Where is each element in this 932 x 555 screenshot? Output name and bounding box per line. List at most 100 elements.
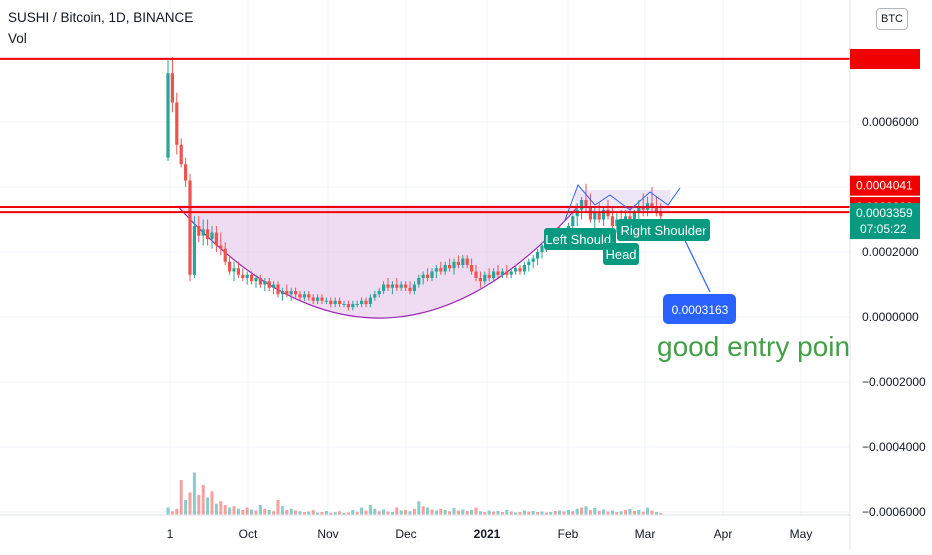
volume-bar (210, 491, 214, 515)
candle-body (500, 271, 504, 275)
candle-body (404, 284, 408, 288)
x-tick-label: Nov (317, 527, 338, 541)
volume-bar (549, 512, 553, 515)
annotation-text: good entry poin (657, 331, 850, 362)
candle-body (324, 300, 328, 302)
candle-body (263, 281, 267, 285)
candle-body (448, 265, 452, 269)
candle-body (206, 229, 210, 239)
candle-body (637, 206, 641, 213)
candle-body (456, 261, 460, 265)
volume-bar (346, 512, 350, 515)
candle-body (329, 300, 333, 304)
candle-body (294, 291, 298, 295)
candle-body (342, 304, 346, 305)
volume-bar (426, 507, 430, 515)
volume-bars (166, 472, 663, 515)
volume-bar (355, 511, 359, 515)
candle-body (166, 73, 170, 158)
volume-bar (236, 508, 240, 515)
pattern-outline (564, 184, 681, 221)
volume-bar (580, 507, 584, 515)
candle-body (615, 219, 619, 226)
left-shoulder-label-bg (544, 228, 616, 250)
horizontal-lines (0, 57, 850, 214)
candle-body (474, 271, 478, 278)
candle-body (280, 291, 284, 295)
candle-body (478, 278, 482, 282)
volume-bar (531, 511, 535, 515)
candle-body (461, 258, 465, 265)
volume-indicator-label[interactable]: Vol (8, 31, 27, 46)
volume-bar (487, 510, 491, 515)
candle-body (250, 274, 254, 282)
candle-body (434, 268, 438, 272)
candle-body (377, 291, 381, 295)
volume-bar (637, 510, 641, 515)
head-and-shoulders-drawing: Left Should.Head Right Shoulder 0.0003163 g… (544, 184, 850, 362)
candle-body (192, 226, 196, 275)
candle-body (628, 216, 632, 220)
candle-body (487, 274, 491, 278)
candle-body (518, 268, 522, 272)
x-tick-label: Apr (714, 527, 733, 541)
x-tick-label: Oct (239, 527, 258, 541)
volume-bar (302, 512, 306, 515)
volume-bar (571, 511, 575, 515)
volume-bar (390, 512, 394, 515)
volume-bar (192, 472, 196, 515)
volume-bar (527, 511, 531, 515)
volume-bar (360, 507, 364, 515)
currency-button[interactable]: BTC (876, 8, 908, 30)
candle-body (610, 216, 614, 226)
volume-bar (324, 511, 328, 515)
volume-bar (421, 506, 425, 515)
volume-bar (386, 511, 390, 515)
volume-bar (483, 512, 487, 515)
candle-body (368, 297, 372, 304)
volume-bar (641, 511, 645, 515)
candle-body (602, 209, 606, 220)
candle-body (346, 304, 350, 308)
candle-body (531, 258, 535, 262)
candle-body (527, 261, 531, 265)
volume-bar (276, 500, 280, 515)
volume-bar (553, 511, 557, 515)
y-tick-label: 0.0000000 (862, 310, 919, 324)
head-label: Head (605, 247, 636, 262)
volume-bar (175, 508, 179, 515)
volume-bar (566, 510, 570, 515)
candle-body (593, 213, 597, 220)
x-tick-label: Feb (558, 527, 579, 541)
volume-bar (201, 485, 205, 515)
volume-bar (575, 508, 579, 515)
x-tick-label: Mar (635, 527, 656, 541)
candle-body (430, 271, 434, 278)
volume-bar (373, 508, 377, 515)
volume-bar (602, 509, 606, 515)
candle-body (641, 206, 645, 210)
candle-body (390, 284, 394, 288)
candle-body (188, 180, 192, 275)
y-tick-label: −0.0004000 (862, 440, 926, 454)
volume-bar (377, 511, 381, 515)
candle-body (272, 284, 276, 288)
pattern-zone (575, 190, 670, 212)
volume-bar (228, 507, 232, 515)
candle-body (276, 284, 280, 295)
candle-body (285, 291, 289, 295)
volume-bar (461, 509, 465, 515)
volume-bar (232, 506, 236, 515)
left-shoulder-label: Left Should. (545, 232, 614, 247)
volume-bar (351, 510, 355, 515)
volume-bar (263, 508, 267, 515)
volume-bar (412, 508, 416, 515)
volume-bar (333, 512, 337, 515)
candle-body (307, 294, 311, 298)
y-tick-label: 0.0006000 (862, 115, 919, 129)
right-shoulder-label-bg (617, 219, 710, 241)
candle-body (302, 294, 306, 298)
volume-bar (588, 510, 592, 515)
